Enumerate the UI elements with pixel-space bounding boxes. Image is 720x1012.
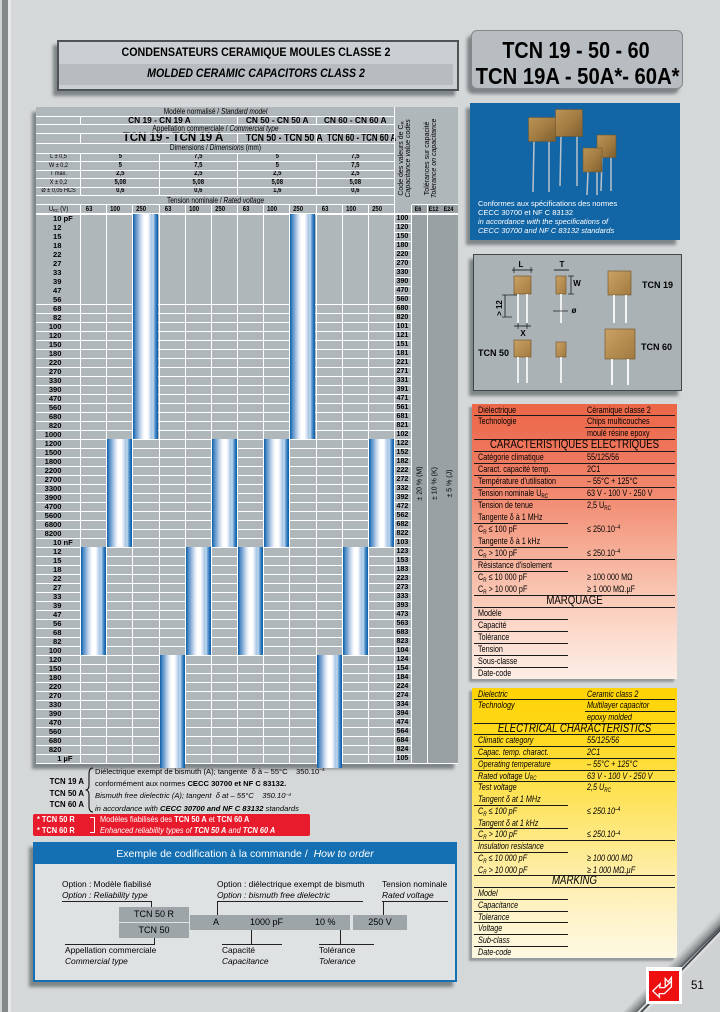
svg-text:ø: ø — [572, 306, 577, 315]
svg-text:TCN 50: TCN 50 — [478, 348, 509, 358]
svg-text:T: T — [560, 260, 565, 269]
svg-text:TCN 60: TCN 60 — [641, 342, 672, 352]
svg-text:W: W — [573, 279, 581, 288]
svg-text:> 12: > 12 — [495, 300, 504, 316]
svg-text:L: L — [519, 260, 524, 269]
svg-text:TCN 19: TCN 19 — [642, 280, 673, 290]
svg-text:X: X — [520, 329, 526, 338]
